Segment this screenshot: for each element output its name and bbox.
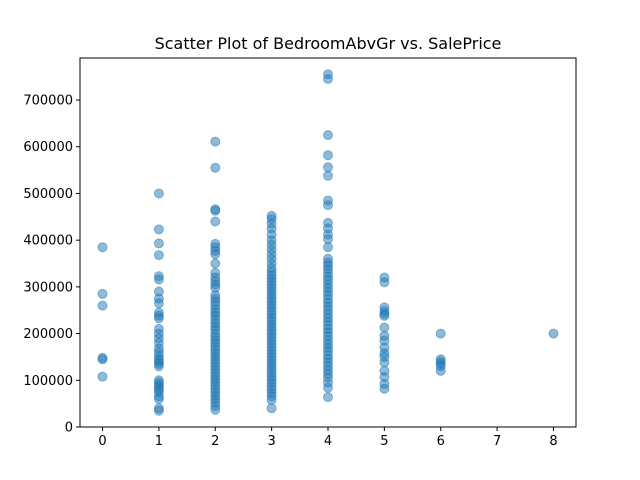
data-point: [379, 322, 390, 333]
data-point: [153, 274, 164, 285]
data-point: [210, 216, 221, 227]
data-point: [210, 162, 221, 173]
data-point: [266, 394, 277, 405]
x-tick-label: 3: [267, 434, 275, 449]
data-point: [323, 200, 333, 211]
data-point: [153, 238, 164, 249]
data-point: [435, 365, 446, 376]
data-point: [97, 300, 108, 311]
data-point: [435, 328, 446, 339]
y-tick-label: 400000: [23, 234, 73, 249]
data-point: [379, 310, 390, 321]
y-tick-label: 500000: [23, 187, 73, 202]
x-tick-label: 8: [549, 434, 557, 449]
data-point: [379, 357, 390, 368]
y-tick-label: 600000: [23, 140, 73, 155]
chart-title: Scatter Plot of BedroomAbvGr vs. SalePri…: [155, 34, 502, 53]
data-point: [323, 392, 333, 403]
x-axis: 0 1 2 3 4 5 6 7 8: [98, 427, 558, 449]
x-tick-label: 4: [324, 434, 332, 449]
data-point: [153, 188, 164, 199]
data-point: [266, 403, 277, 414]
data-point: [379, 277, 390, 288]
y-tick-label: 0: [65, 421, 73, 436]
data-point: [210, 136, 221, 147]
x-tick-label: 7: [493, 434, 501, 449]
points-layer: [97, 69, 559, 416]
data-point: [153, 298, 164, 309]
x-tick-label: 1: [155, 434, 163, 449]
data-point: [210, 249, 221, 260]
x-tick-label: 0: [98, 434, 106, 449]
data-point: [323, 382, 333, 393]
y-tick-label: 200000: [23, 327, 73, 342]
y-axis: 0 100000 200000 300000 400000 500000 600000 700…: [23, 94, 80, 436]
x-tick-label: 6: [437, 434, 445, 449]
data-point: [548, 328, 559, 339]
y-tick-label: 100000: [23, 374, 73, 389]
data-point: [323, 162, 333, 173]
y-tick-label: 300000: [23, 280, 73, 295]
data-point: [323, 130, 333, 141]
data-point: [153, 313, 164, 324]
data-point: [323, 170, 333, 181]
data-point: [153, 224, 164, 235]
data-point: [153, 250, 164, 261]
x-tick-label: 5: [380, 434, 388, 449]
data-point: [323, 150, 333, 161]
data-point: [97, 242, 108, 253]
data-point: [323, 74, 333, 84]
data-point: [210, 404, 221, 415]
data-point: [153, 361, 164, 372]
data-point: [153, 394, 164, 404]
data-point: [153, 405, 164, 416]
data-point: [323, 242, 333, 253]
data-point: [210, 258, 221, 269]
data-point: [97, 288, 108, 299]
data-point: [210, 205, 221, 216]
y-tick-label: 700000: [23, 94, 73, 109]
data-point: [97, 354, 108, 365]
x-tick-label: 2: [211, 434, 219, 449]
data-point: [379, 383, 390, 394]
data-point: [97, 371, 108, 382]
